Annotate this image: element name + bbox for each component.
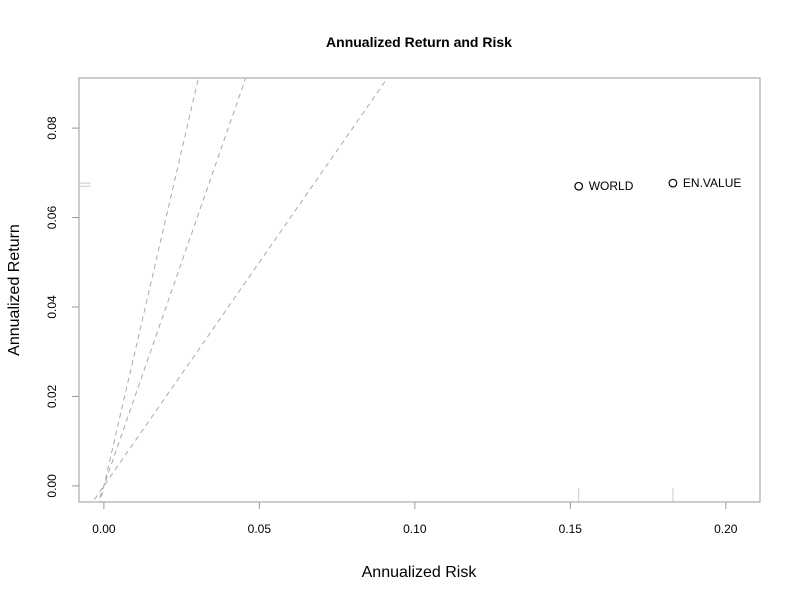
x-tick-label: 0.05 <box>248 522 272 536</box>
x-tick-label: 0.00 <box>92 522 116 536</box>
y-tick-label: 0.04 <box>45 295 59 319</box>
y-tick-label: 0.06 <box>45 206 59 230</box>
y-axis-label: Annualized Return <box>6 224 23 356</box>
y-tick-label: 0.02 <box>45 384 59 408</box>
data-point <box>668 178 678 188</box>
x-tick-label: 0.10 <box>403 522 427 536</box>
plot-frame <box>78 77 761 503</box>
reference-line <box>97 78 247 502</box>
point-label: WORLD <box>589 179 634 193</box>
reference-line <box>99 78 199 502</box>
x-tick-label: 0.20 <box>714 522 738 536</box>
y-tick-label: 0.00 <box>45 474 59 498</box>
reference-line <box>92 78 389 502</box>
y-tick-label: 0.08 <box>45 116 59 140</box>
chart-title: Annualized Return and Risk <box>326 34 512 50</box>
x-tick-label: 0.15 <box>559 522 583 536</box>
data-point <box>574 181 584 191</box>
x-axis-label: Annualized Risk <box>362 564 478 581</box>
point-label: EN.VALUE <box>683 176 741 190</box>
